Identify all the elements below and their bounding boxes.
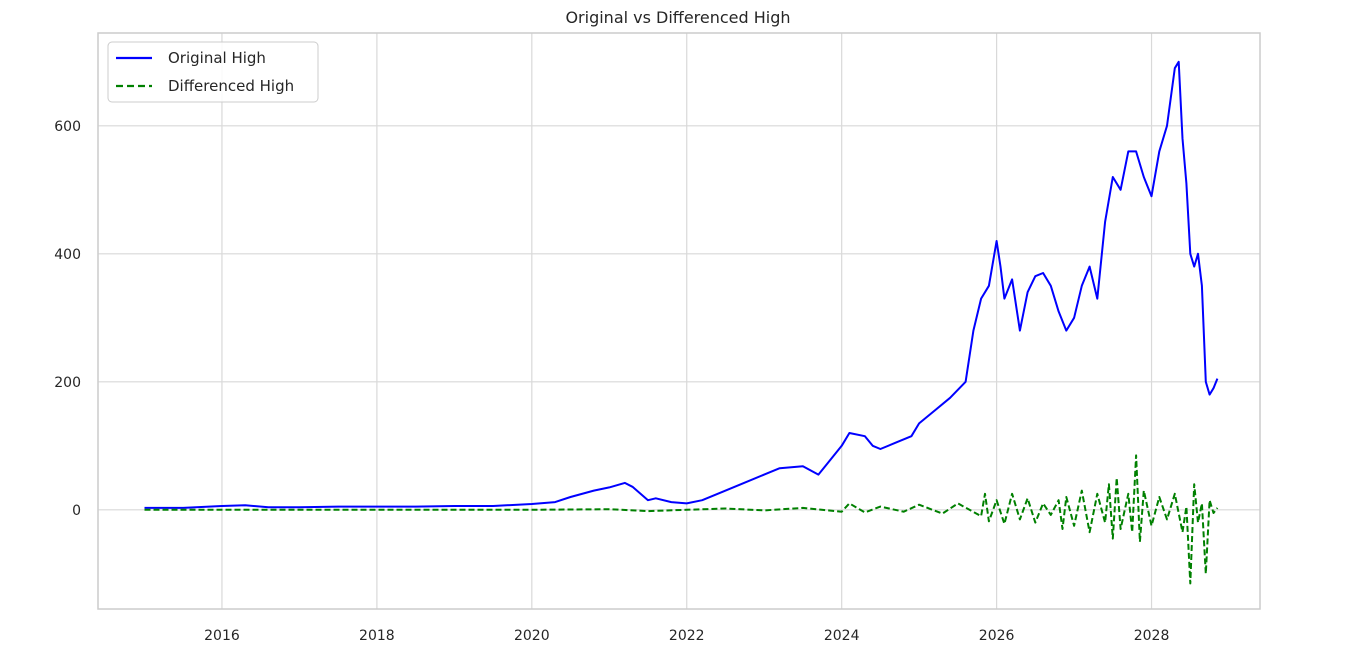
legend: Original High Differenced High — [107, 41, 319, 103]
series-line-original-high — [144, 60, 1219, 509]
y-axis-ticks: 0 200 400 600 — [54, 119, 81, 519]
legend-label-original-high: Original High — [168, 49, 266, 67]
x-axis-ticks: 2016 2018 2020 2022 2024 2026 2028 — [204, 628, 1169, 644]
series-layer — [144, 60, 1219, 585]
x-tick-label: 2020 — [514, 628, 550, 644]
x-tick-label: 2026 — [979, 628, 1015, 644]
y-tick-label: 600 — [54, 119, 81, 135]
x-tick-label: 2024 — [824, 628, 860, 644]
legend-box — [107, 41, 319, 103]
y-tick-label: 400 — [54, 247, 81, 263]
y-tick-label: 200 — [54, 375, 81, 391]
y-tick-label: 0 — [72, 503, 81, 519]
x-tick-label: 2022 — [669, 628, 705, 644]
grid-layer — [98, 33, 1260, 609]
x-tick-label: 2028 — [1134, 628, 1170, 644]
series-line-differenced-high — [144, 454, 1219, 585]
legend-label-differenced-high: Differenced High — [168, 77, 294, 95]
x-tick-label: 2016 — [204, 628, 240, 644]
chart-title: Original vs Differenced High — [565, 8, 790, 27]
x-tick-label: 2018 — [359, 628, 395, 644]
plot-frame — [97, 32, 1261, 610]
